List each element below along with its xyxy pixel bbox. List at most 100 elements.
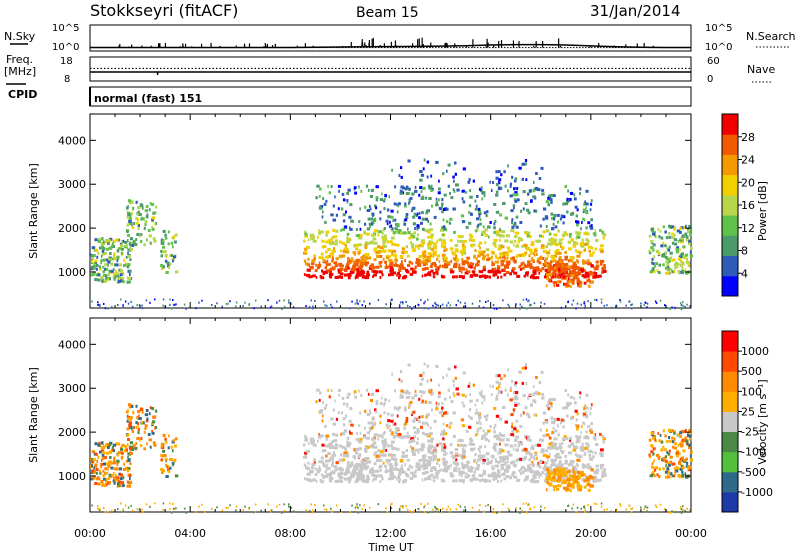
power-cell <box>667 248 671 252</box>
power-cell <box>495 245 497 248</box>
velocity-cell <box>145 503 148 506</box>
power-cell <box>355 247 359 251</box>
velocity-cell <box>452 479 456 483</box>
velocity-cell <box>325 403 328 407</box>
velocity-cell <box>162 433 166 437</box>
velocity-cell <box>347 452 349 456</box>
power-cell <box>449 191 451 195</box>
power-cell <box>531 257 534 261</box>
velocity-cell <box>335 433 339 437</box>
velocity-cell <box>388 463 393 467</box>
power-cell <box>522 207 525 211</box>
power-cell <box>346 236 349 240</box>
velocity-cell <box>590 422 593 426</box>
velocity-cell <box>117 508 119 510</box>
velocity-cell <box>679 434 682 438</box>
range-tick-label: 1000 <box>58 470 86 483</box>
power-cell <box>342 213 346 217</box>
velocity-cell <box>412 449 415 453</box>
power-cell <box>105 240 109 244</box>
power-cell <box>115 238 119 242</box>
velocity-cell <box>116 453 120 457</box>
power-cell <box>390 268 394 272</box>
power-cell <box>449 217 453 221</box>
velocity-cell <box>386 511 388 514</box>
velocity-cell <box>444 466 447 470</box>
velocity-cell <box>151 431 155 435</box>
velocity-cell <box>164 457 168 461</box>
power-cell <box>552 222 555 226</box>
velocity-cell <box>323 406 327 410</box>
power-cell <box>477 223 480 227</box>
power-cell <box>576 232 581 236</box>
velocity-cell <box>172 439 176 443</box>
power-cell <box>628 300 630 303</box>
velocity-cell <box>544 465 547 469</box>
power-cell <box>122 306 125 309</box>
power-cell <box>553 213 557 217</box>
velocity-cell <box>321 449 325 453</box>
velocity-cell <box>141 508 143 511</box>
velocity-cell <box>389 444 393 448</box>
power-cell <box>330 213 334 217</box>
velocity-cell <box>91 458 93 462</box>
power-cell <box>347 266 349 270</box>
power-cell <box>386 307 388 310</box>
power-cell <box>547 196 551 200</box>
power-cell <box>572 299 575 302</box>
velocity-cell <box>120 481 125 485</box>
power-cell <box>538 177 542 180</box>
power-cell <box>571 238 574 242</box>
power-cell <box>326 269 331 273</box>
power-cell <box>146 213 149 217</box>
velocity-cell <box>564 454 567 458</box>
power-cell <box>382 245 386 249</box>
velocity-cell <box>427 456 432 460</box>
power-cell <box>595 264 600 268</box>
velocity-cell <box>649 474 653 478</box>
velocity-cell <box>394 389 397 393</box>
power-cell <box>447 301 450 304</box>
velocity-cell <box>499 417 503 421</box>
velocity-cell <box>438 464 441 468</box>
velocity-cell <box>559 448 562 452</box>
power-cell <box>151 227 155 231</box>
velocity-cell <box>583 436 588 440</box>
velocity-cell <box>595 464 599 468</box>
velocity-cell <box>94 442 98 446</box>
power-cell <box>646 302 649 305</box>
velocity-cell <box>528 503 530 506</box>
velocity-cell <box>167 446 170 450</box>
power-cell <box>373 258 377 262</box>
velocity-cell <box>385 423 389 427</box>
power-cell <box>619 300 622 303</box>
velocity-cell <box>435 474 439 478</box>
power-cell <box>568 280 572 284</box>
power-cell <box>397 229 402 232</box>
velocity-cell <box>112 472 115 475</box>
power-cell <box>102 265 105 269</box>
velocity-cell <box>413 510 415 512</box>
velocity-cell <box>108 462 112 466</box>
power-cell <box>468 178 471 182</box>
power-cell <box>522 298 525 301</box>
velocity-cell <box>447 388 450 392</box>
velocity-cell <box>313 458 316 462</box>
power-cell <box>325 261 328 265</box>
power-cell <box>625 304 627 307</box>
velocity-cell <box>476 421 480 425</box>
power-cell <box>115 263 119 267</box>
velocity-cell <box>461 401 464 405</box>
power-scatter <box>90 158 694 310</box>
power-cell <box>360 269 365 273</box>
power-cell <box>216 302 218 305</box>
velocity-cell <box>399 505 402 508</box>
velocity-cell <box>511 471 516 475</box>
power-cell <box>327 248 331 251</box>
velocity-cell <box>516 447 519 451</box>
power-cell <box>329 242 334 245</box>
power-cell <box>402 266 406 270</box>
velocity-cell <box>591 450 594 454</box>
power-cell <box>405 187 409 191</box>
velocity-cell <box>467 468 472 472</box>
